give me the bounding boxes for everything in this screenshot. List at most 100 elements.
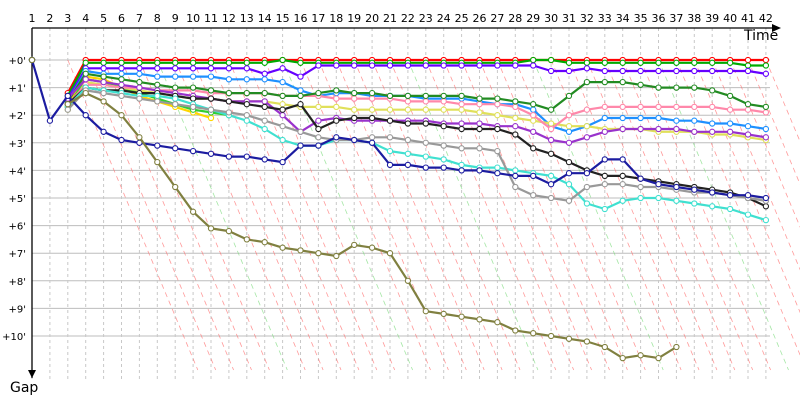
data-point: [118, 92, 125, 100]
data-point: [440, 164, 447, 171]
data-point: [726, 192, 734, 199]
data-point: [601, 172, 608, 180]
data-point: [386, 147, 394, 155]
lap-tick-label: 11: [204, 12, 218, 25]
lap-guide-line: [640, 59, 771, 371]
data-point: [494, 147, 501, 155]
data-point: [351, 95, 358, 102]
data-point: [691, 103, 698, 111]
gap-tick-label: +1': [9, 84, 27, 95]
lap-tick-label: 4: [82, 12, 89, 25]
lap-tick-label: 35: [634, 12, 648, 25]
lap-guide-line: [729, 59, 800, 228]
data-point: [709, 87, 716, 94]
data-point: [207, 73, 215, 80]
series-line: [67, 86, 767, 208]
data-point: [297, 92, 304, 100]
data-point: [583, 200, 591, 207]
data-point: [315, 125, 322, 133]
data-point: [709, 189, 716, 196]
lap-tick-label: 2: [46, 12, 53, 25]
data-point: [601, 67, 608, 75]
data-point: [118, 59, 125, 66]
data-point: [154, 92, 161, 100]
lap-guide-line: [121, 59, 252, 371]
data-point: [655, 103, 662, 111]
data-point: [386, 161, 394, 169]
data-point: [189, 208, 197, 215]
data-point: [601, 343, 608, 351]
data-point: [762, 134, 770, 141]
lap-tick-label: 41: [741, 12, 755, 25]
data-point: [368, 95, 376, 102]
data-point: [82, 112, 89, 119]
lap-tick-label: 9: [172, 12, 179, 25]
data-point: [422, 120, 429, 127]
data-point: [243, 59, 250, 66]
data-point: [762, 103, 770, 111]
series-line: [66, 64, 767, 100]
lap-tick-label: 36: [652, 12, 666, 25]
data-point: [386, 250, 394, 257]
data-point: [547, 332, 555, 340]
lap-guide-line: [210, 59, 342, 371]
data-point: [440, 123, 447, 130]
data-point: [64, 92, 71, 100]
data-point: [601, 78, 608, 86]
data-point: [565, 128, 573, 135]
data-point: [279, 244, 286, 251]
data-point: [297, 101, 304, 108]
lap-guide-line: [318, 59, 449, 371]
data-point: [207, 106, 215, 113]
data-point: [261, 89, 268, 97]
data-point: [315, 89, 322, 97]
data-point: [351, 136, 358, 144]
data-point: [583, 123, 591, 130]
lap-guide-line: [174, 59, 306, 371]
data-point: [225, 89, 233, 97]
lap-guide-line: [765, 59, 800, 143]
data-point: [225, 109, 233, 116]
data-point: [315, 62, 322, 69]
lap-guide-line: [282, 59, 413, 371]
data-point: [601, 59, 608, 66]
lap-guide-line: [568, 59, 700, 371]
data-point: [583, 65, 591, 72]
lap-guide-line: [389, 59, 521, 371]
data-point: [619, 103, 626, 111]
data-point: [601, 128, 608, 135]
data-point: [136, 95, 143, 102]
data-point: [673, 103, 680, 111]
lap-tick-label: 21: [383, 12, 397, 25]
lap-guide-line: [479, 59, 610, 371]
data-point: [691, 117, 698, 124]
lap-tick-label: 23: [419, 12, 433, 25]
data-point: [494, 164, 501, 171]
series-line: [66, 78, 767, 144]
data-point: [744, 101, 752, 108]
data-point: [619, 114, 626, 122]
data-point: [261, 239, 268, 246]
data-point: [118, 136, 125, 144]
data-point: [100, 78, 107, 86]
data-point: [64, 101, 71, 108]
data-point: [744, 106, 752, 113]
data-point: [726, 120, 734, 127]
data-point: [673, 183, 680, 191]
data-point: [512, 167, 519, 174]
data-point: [458, 125, 465, 133]
data-point: [547, 150, 555, 157]
data-point: [136, 70, 143, 77]
data-point: [494, 319, 501, 326]
data-point: [512, 62, 519, 69]
data-point: [207, 114, 215, 122]
gap-tick-label: +6': [9, 222, 27, 233]
data-point: [762, 62, 770, 69]
data-point: [565, 59, 573, 66]
data-point: [207, 59, 215, 66]
data-point: [404, 161, 412, 169]
data-point: [512, 114, 519, 122]
data-point: [547, 125, 555, 133]
data-point: [655, 181, 662, 188]
data-point: [261, 103, 268, 111]
